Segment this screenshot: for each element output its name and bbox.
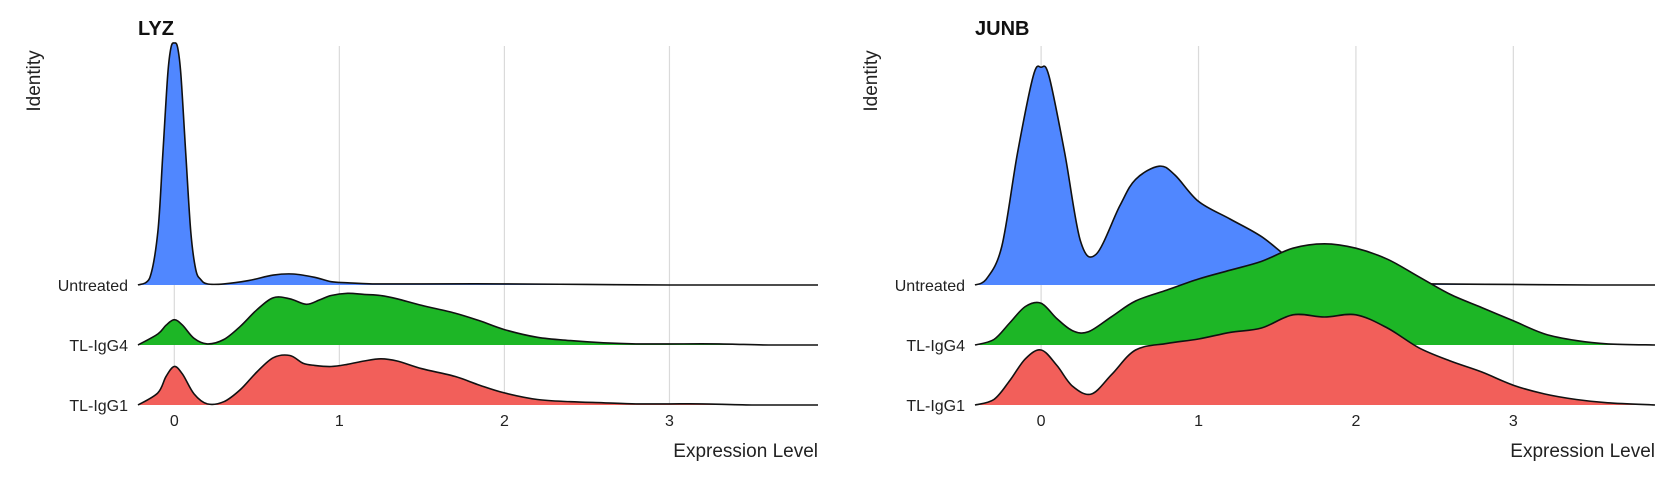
category-label-tl-igg1: TL-IgG1 [906, 398, 965, 415]
ridge-fill-tl-igg4 [138, 293, 818, 345]
ridge-line-tl-igg4 [137, 292, 818, 346]
x-tick-label-2: 2 [1351, 413, 1360, 430]
junb-ridge-plot: JUNB Identity Untreated TL-IgG4 TL-IgG1 0 1 2 3 E… [861, 18, 1656, 462]
ridge-fill-tl-igg4 [975, 243, 1655, 345]
x-tick-label-3: 3 [1509, 413, 1518, 430]
plot-title: LYZ [138, 18, 174, 40]
x-tick-label-0: 0 [1037, 413, 1046, 430]
x-axis-label: Expression Level [1510, 441, 1655, 462]
x-axis-label: Expression Level [673, 441, 818, 462]
x-tick-label-3: 3 [665, 413, 674, 430]
x-tick-label-1: 1 [335, 413, 344, 430]
category-label-tl-igg4: TL-IgG4 [906, 338, 965, 355]
lyz-ridge-plot: LYZ Identity Untreated TL-IgG4 TL-IgG1 0 1 2 3 Ex… [24, 18, 818, 462]
ridge-fill-untreated [138, 42, 818, 286]
ridge-fill-tl-igg1 [138, 355, 818, 405]
category-label-tl-igg1: TL-IgG1 [69, 398, 128, 415]
x-tick-label-2: 2 [500, 413, 509, 430]
category-label-untreated: Untreated [58, 278, 128, 295]
ridge-line-tl-igg1 [137, 354, 818, 406]
ridge-line-untreated [137, 42, 818, 286]
ridge-fill-tl-igg1 [975, 314, 1655, 405]
ridge-fill-untreated [975, 66, 1655, 285]
category-label-untreated: Untreated [895, 278, 965, 295]
plot-title: JUNB [975, 18, 1029, 40]
x-tick-label-0: 0 [170, 413, 179, 430]
category-label-tl-igg4: TL-IgG4 [69, 338, 128, 355]
y-axis-label: Identity [24, 50, 45, 112]
y-axis-label: Identity [861, 50, 882, 112]
x-tick-label-1: 1 [1194, 413, 1203, 430]
ridge-line-tl-igg4 [974, 243, 1656, 346]
ridge-line-tl-igg1 [974, 313, 1656, 406]
